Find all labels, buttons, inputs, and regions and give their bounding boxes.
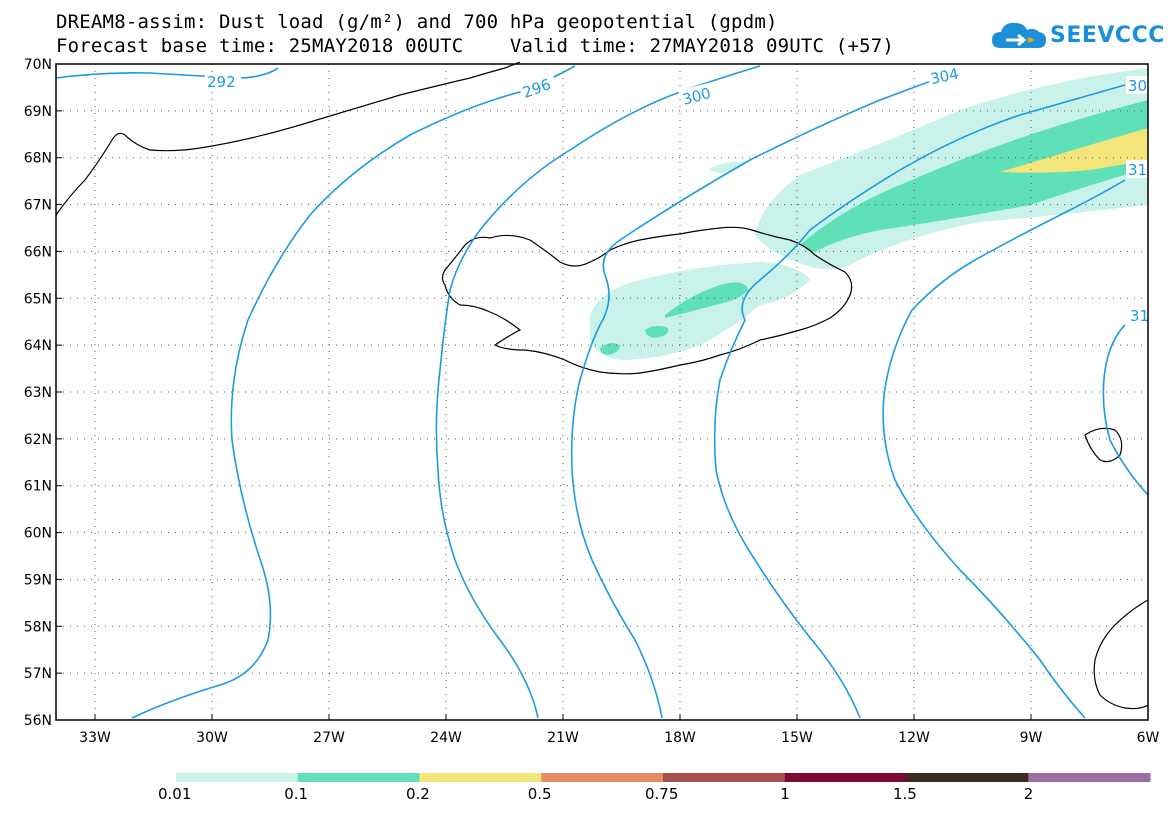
lat-label: 63N [24, 385, 52, 401]
lon-label: 9W [1020, 730, 1043, 746]
contour-label-316: 31 [1130, 307, 1149, 325]
latitude-labels: 70N 69N 68N 67N 66N 65N 64N 63N 62N 61N 60N 59N 58N 5… [24, 57, 52, 729]
forecast-times: Forecast base time: 25MAY2018 00UTC Vali… [56, 35, 895, 57]
geopotential-contours [55, 65, 1149, 719]
dust-iceland-light [590, 262, 810, 360]
lon-label: 12W [898, 730, 930, 746]
axis-ticks [56, 63, 1149, 721]
lat-label: 69N [24, 104, 52, 120]
colorbar-segment [419, 773, 542, 782]
lat-label: 57N [24, 666, 52, 682]
colorbar-label: 2 [1023, 785, 1034, 803]
colorbar-label: 0.5 [527, 785, 552, 803]
colorbar-segment [906, 773, 1029, 782]
contour-label-308: 30 [1128, 77, 1147, 95]
colorbar-segment [663, 773, 786, 782]
lat-label: 60N [24, 526, 52, 542]
dust-iceland-medium-2 [645, 325, 669, 338]
dust-colorbar [176, 773, 1151, 782]
lon-label: 21W [547, 730, 579, 746]
lat-label: 59N [24, 572, 52, 588]
dust-iceland-medium-3 [600, 343, 620, 355]
contour-308 [713, 84, 1126, 719]
lat-label: 56N [24, 713, 52, 729]
colorbar-label: 1.5 [893, 785, 917, 803]
lat-label: 70N [24, 57, 52, 73]
colorbar-segment [784, 773, 907, 782]
colorbar-segment [176, 773, 299, 782]
colorbar-segment [1028, 773, 1151, 782]
lat-label: 62N [24, 432, 52, 448]
lon-label: 18W [664, 730, 696, 746]
lat-label: 64N [24, 338, 52, 354]
lat-label: 67N [24, 198, 52, 214]
contour-300 [435, 65, 761, 719]
map-gridlines [56, 64, 1148, 720]
contour-label-292: 292 [207, 73, 236, 91]
map-title: DREAM8-assim: Dust load (g/m²) and 700 h… [56, 11, 778, 33]
contour-312 [882, 179, 1126, 719]
lon-label: 15W [781, 730, 813, 746]
logo-text: SEEVCCC [1050, 23, 1165, 48]
contour-316 [1102, 324, 1149, 496]
colorbar-label: 1 [780, 785, 790, 803]
faroe-islands [1084, 427, 1123, 463]
contour-label-296: 296 [520, 75, 553, 102]
coastlines [55, 61, 1149, 710]
colorbar-segment [297, 773, 420, 782]
dust-plume-medium [800, 100, 1148, 252]
colorbar-label: 0.01 [158, 785, 192, 803]
contour-label-304: 304 [929, 65, 961, 89]
scotland-coast [1093, 599, 1149, 710]
lat-label: 68N [24, 151, 52, 167]
longitude-labels: 33W 30W 27W 24W 21W 18W 15W 12W 9W 6W [79, 730, 1159, 746]
lon-label: 6W [1137, 730, 1160, 746]
lon-label: 24W [430, 730, 462, 746]
colorbar-label: 0.1 [284, 785, 309, 803]
lon-label: 33W [79, 730, 111, 746]
colorbar-label: 0.75 [645, 785, 679, 803]
dust-iceland-medium-1 [665, 282, 748, 318]
cloud-logo-icon [992, 22, 1046, 48]
iceland-coast [441, 226, 853, 375]
lat-label: 58N [24, 619, 52, 635]
greenland-coast [55, 61, 521, 216]
lat-label: 65N [24, 291, 52, 307]
contour-labels: 292 296 300 304 30 31 31 [205, 62, 1150, 325]
seevccc-logo: SEEVCCC [990, 18, 1164, 58]
contour-292 [55, 67, 279, 79]
contour-296-a [131, 65, 576, 719]
contour-label-300: 300 [680, 84, 712, 109]
dust-plume-high [1000, 128, 1148, 173]
dust-load-shading [590, 68, 1148, 360]
lon-label: 30W [196, 730, 228, 746]
contour-304 [570, 75, 946, 719]
lat-label: 66N [24, 244, 52, 260]
colorbar-segment [541, 773, 664, 782]
lat-label: 61N [24, 479, 52, 495]
lon-label: 27W [313, 730, 345, 746]
colorbar-label: 0.2 [406, 785, 430, 803]
contour-label-312: 31 [1128, 161, 1147, 179]
dust-spot [708, 161, 745, 173]
